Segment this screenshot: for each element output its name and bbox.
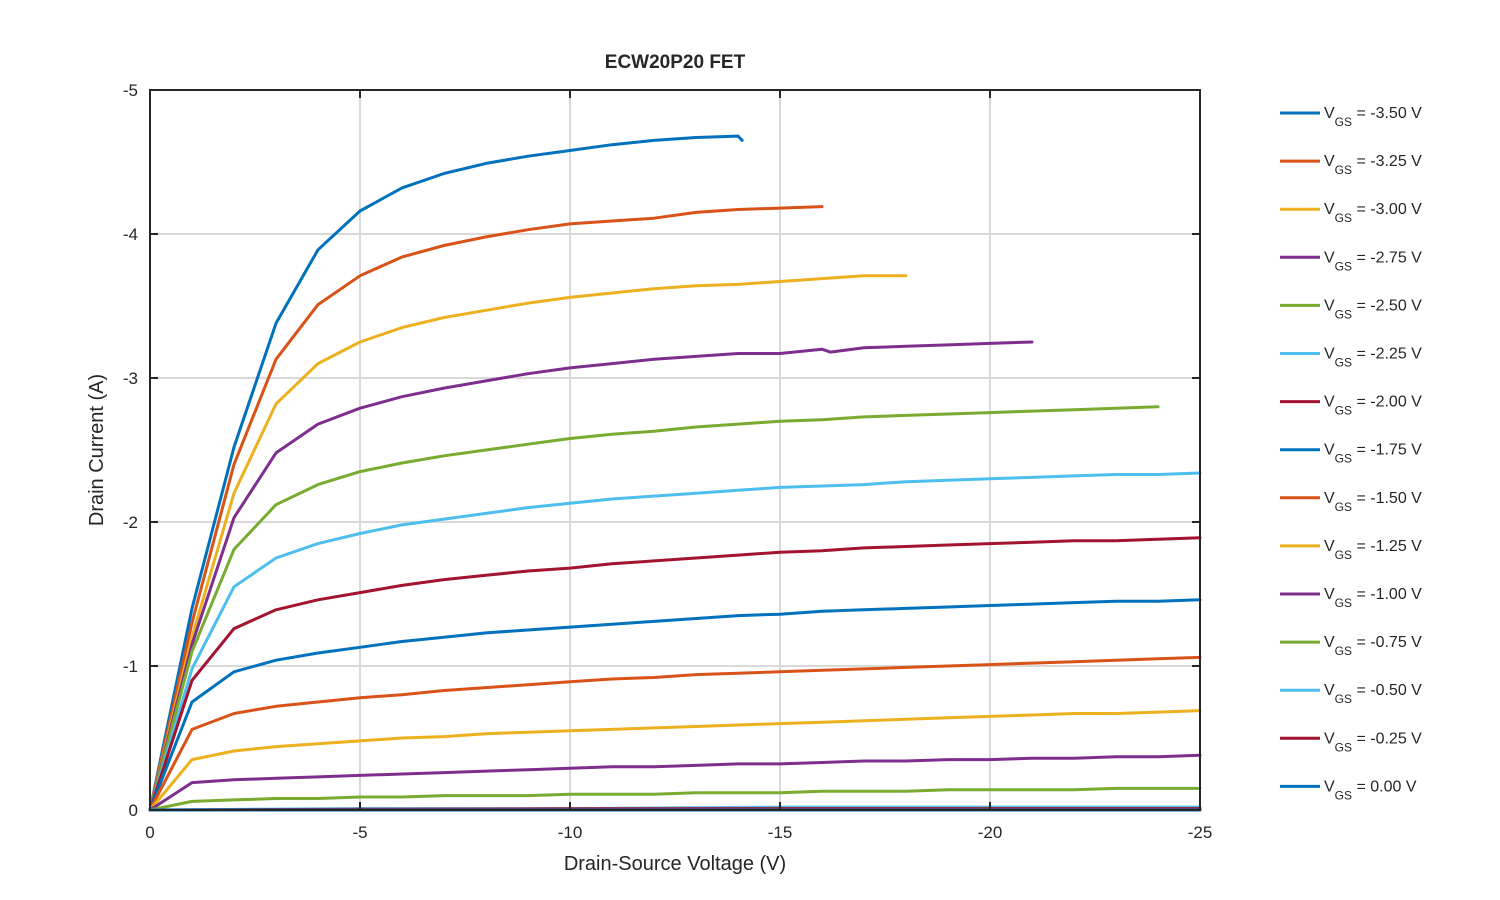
x-tick-label: 0 [145,823,154,842]
legend-label: VGS = 0.00 V [1324,778,1417,802]
y-tick-label: 0 [129,801,138,820]
legend-item: VGS = -3.00 V [1280,201,1422,225]
y-tick-label: -2 [123,513,138,532]
plot-frame [149,89,1201,811]
y-axis-label: Drain Current (A) [86,374,108,526]
legend-label: VGS = -2.50 V [1324,297,1422,321]
legend-item: VGS = -0.75 V [1280,634,1422,658]
axis-ticks: 0 -5 -10 -15 -20 -25 0 -1 -2 -3 -4 -5 [123,81,1212,842]
x-tick-label: -10 [558,823,583,842]
legend-label: VGS = -2.00 V [1324,394,1422,418]
series-line [148,340,1034,812]
x-tick-label: -25 [1188,823,1213,842]
legend-item: VGS = -1.25 V [1280,538,1422,562]
series-line [148,405,1160,812]
legend-item: VGS = -3.25 V [1280,153,1422,177]
legend-item: VGS = -2.50 V [1280,297,1422,321]
y-tick-label: -5 [123,81,138,100]
series-line [148,471,1202,812]
legend-label: VGS = -2.75 V [1324,249,1422,273]
legend-item: VGS = -1.75 V [1280,442,1422,466]
series-line [148,598,1202,812]
legend-label: VGS = -3.25 V [1324,153,1422,177]
series-line [148,134,744,812]
legend-label: VGS = -0.25 V [1324,730,1422,754]
legend-label: VGS = -0.75 V [1324,634,1422,658]
legend: VGS = -3.50 V VGS = -3.25 V VGS = -3.00 V V… [1280,105,1422,802]
legend-label: VGS = -0.50 V [1324,682,1422,706]
legend-item: VGS = -0.25 V [1280,730,1422,754]
series-line [148,274,908,812]
legend-item: VGS = -3.50 V [1280,105,1422,129]
series-lines [148,134,1202,812]
legend-item: VGS = -2.25 V [1280,346,1422,370]
y-tick-label: -3 [123,369,138,388]
x-tick-label: -15 [768,823,793,842]
series-line [148,536,1202,812]
legend-label: VGS = -3.00 V [1324,201,1422,225]
legend-label: VGS = -1.25 V [1324,538,1422,562]
x-tick-label: -5 [352,823,367,842]
legend-item: VGS = -2.75 V [1280,249,1422,273]
legend-item: VGS = -0.50 V [1280,682,1422,706]
x-tick-label: -20 [978,823,1003,842]
legend-label: VGS = -1.00 V [1324,586,1422,610]
chart-title: ECW20P20 FET [605,52,746,73]
series-line [148,655,1202,812]
series-line [148,786,1202,812]
legend-item: VGS = -1.00 V [1280,586,1422,610]
y-tick-label: -4 [123,225,138,244]
legend-label: VGS = -2.25 V [1324,346,1422,370]
series-line [148,709,1202,812]
legend-item: VGS = 0.00 V [1280,778,1417,802]
legend-label: VGS = -1.75 V [1324,442,1422,466]
legend-label: VGS = -3.50 V [1324,105,1422,129]
y-tick-label: -1 [123,657,138,676]
legend-item: VGS = -2.00 V [1280,394,1422,418]
legend-label: VGS = -1.50 V [1324,490,1422,514]
plot-area [150,90,1200,810]
x-axis-label: Drain-Source Voltage (V) [564,853,786,875]
series-line [148,753,1202,812]
legend-item: VGS = -1.50 V [1280,490,1422,514]
series-line [148,205,824,812]
